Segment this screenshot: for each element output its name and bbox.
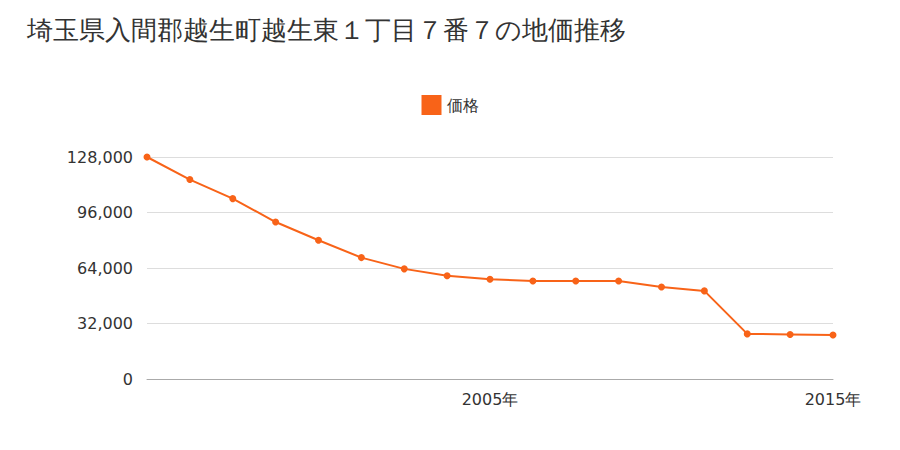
- svg-text:32,000: 32,000: [77, 314, 133, 333]
- svg-text:96,000: 96,000: [77, 203, 133, 222]
- svg-text:2005年: 2005年: [462, 390, 519, 409]
- svg-text:64,000: 64,000: [77, 259, 133, 278]
- svg-text:0: 0: [123, 370, 133, 389]
- svg-text:価格: 価格: [447, 96, 479, 115]
- svg-text:埼玉県入間郡越生町越生東１丁目７番７の地価推移: 埼玉県入間郡越生町越生東１丁目７番７の地価推移: [26, 15, 626, 45]
- svg-text:128,000: 128,000: [67, 148, 133, 167]
- svg-text:2015年: 2015年: [805, 390, 862, 409]
